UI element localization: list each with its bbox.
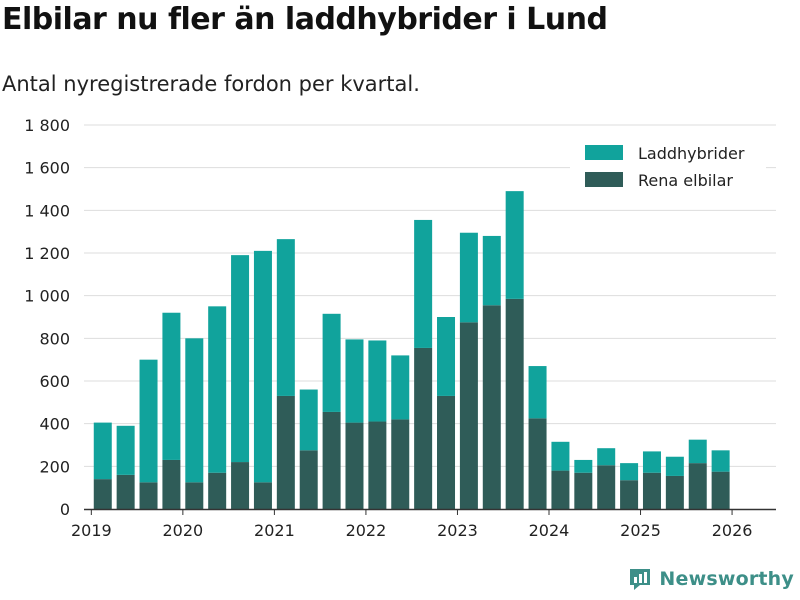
y-tick-label: 1 000 (24, 287, 70, 306)
x-tick-label: 2019 (71, 521, 112, 540)
bar-rena-elbilar (322, 411, 341, 509)
bar-laddhybrider (253, 250, 272, 483)
bar-rena-elbilar (299, 450, 318, 509)
bar-rena-elbilar (93, 479, 112, 509)
y-tick-label: 0 (60, 500, 70, 519)
y-tick-label: 1 800 (24, 116, 70, 135)
bar-laddhybrider (688, 439, 707, 464)
bar-laddhybrider (459, 232, 478, 323)
bar-laddhybrider (482, 235, 501, 306)
bar-rena-elbilar (642, 472, 661, 509)
y-tick-label: 1 200 (24, 244, 70, 263)
x-tick-label: 2024 (529, 521, 570, 540)
bar-laddhybrider (116, 425, 135, 475)
bar-laddhybrider (276, 239, 295, 396)
x-tick-label: 2020 (162, 521, 203, 540)
y-tick-label: 1 400 (24, 201, 70, 220)
bar-rena-elbilar (482, 305, 501, 509)
bar-laddhybrider (642, 451, 661, 473)
bar-laddhybrider (551, 441, 570, 471)
bar-laddhybrider (185, 338, 204, 483)
bar-rena-elbilar (391, 419, 410, 509)
bar-rena-elbilar (597, 465, 616, 509)
bar-laddhybrider (711, 450, 730, 472)
bar-laddhybrider (231, 255, 250, 463)
brand-logo: Newsworthy (627, 566, 794, 592)
bar-rena-elbilar (528, 418, 547, 509)
brand-name: Newsworthy (659, 568, 794, 590)
bar-rena-elbilar (345, 422, 364, 509)
bar-laddhybrider (437, 317, 456, 396)
bar-rena-elbilar (116, 474, 135, 509)
bar-laddhybrider (528, 366, 547, 419)
bar-laddhybrider (597, 448, 616, 466)
bar-rena-elbilar (414, 347, 433, 509)
legend-label-rena-elbilar: Rena elbilar (638, 171, 733, 190)
bar-rena-elbilar (459, 322, 478, 509)
bar-laddhybrider (322, 313, 341, 412)
chart-title: Elbilar nu fler än laddhybrider i Lund (2, 2, 608, 37)
bar-laddhybrider (93, 422, 112, 480)
bar-rena-elbilar (437, 395, 456, 509)
bar-laddhybrider (208, 306, 227, 473)
y-tick-label: 800 (39, 329, 70, 348)
legend-swatch-rena-elbilar (585, 172, 623, 187)
bar-rena-elbilar (253, 482, 272, 509)
bar-rena-elbilar (665, 475, 684, 509)
bar-laddhybrider (368, 340, 387, 422)
bar-laddhybrider (665, 456, 684, 476)
x-tick-label: 2026 (712, 521, 753, 540)
x-tick-label: 2021 (254, 521, 295, 540)
y-tick-label: 400 (39, 415, 70, 434)
x-tick-label: 2022 (346, 521, 387, 540)
legend-swatch-laddhybrider (585, 145, 623, 160)
bar-rena-elbilar (574, 472, 593, 509)
bar-laddhybrider (574, 459, 593, 473)
y-tick-label: 200 (39, 457, 70, 476)
bar-laddhybrider (505, 191, 524, 299)
y-tick-label: 1 600 (24, 159, 70, 178)
bar-laddhybrider (391, 355, 410, 420)
bar-laddhybrider (139, 359, 158, 483)
bar-rena-elbilar (276, 395, 295, 509)
bar-rena-elbilar (208, 472, 227, 509)
bar-rena-elbilar (711, 471, 730, 509)
bar-laddhybrider (620, 463, 639, 481)
x-tick-label: 2023 (437, 521, 478, 540)
bar-laddhybrider (162, 312, 181, 460)
bar-rena-elbilar (551, 470, 570, 509)
bar-rena-elbilar (620, 480, 639, 509)
bar-rena-elbilar (505, 298, 524, 509)
bar-rena-elbilar (368, 421, 387, 509)
bar-rena-elbilar (231, 462, 250, 509)
legend-label-laddhybrider: Laddhybrider (638, 144, 745, 163)
bar-laddhybrider (299, 389, 318, 451)
bar-laddhybrider (345, 339, 364, 423)
bar-rena-elbilar (688, 463, 707, 509)
chart-subtitle: Antal nyregistrerade fordon per kvartal. (2, 72, 420, 96)
bar-rena-elbilar (162, 459, 181, 509)
bar-rena-elbilar (185, 482, 204, 509)
x-tick-label: 2025 (620, 521, 661, 540)
newsworthy-logo-icon (630, 569, 651, 590)
bar-laddhybrider (414, 219, 433, 348)
bar-rena-elbilar (139, 482, 158, 509)
y-tick-label: 600 (39, 372, 70, 391)
